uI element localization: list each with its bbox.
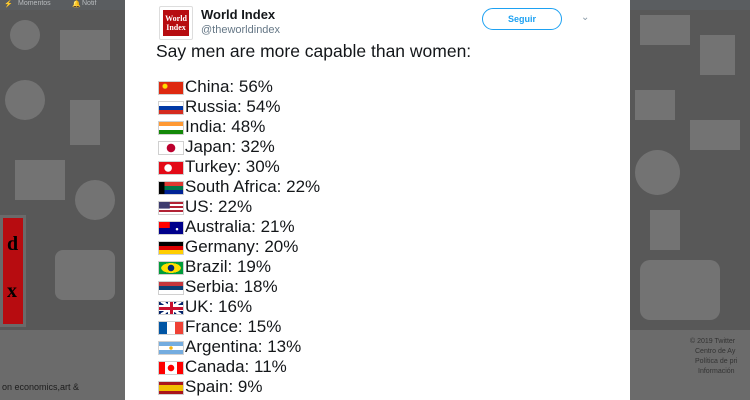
list-item: India: 48%	[158, 117, 598, 137]
list-item-label: Serbia: 18%	[185, 277, 278, 296]
envelope-icon	[640, 15, 690, 45]
list-item-label: Spain: 9%	[185, 377, 263, 396]
author-name[interactable]: World Index	[201, 7, 276, 22]
argentina-flag-icon	[158, 341, 184, 355]
background-profile-bio: on economics,art &	[0, 330, 125, 400]
us-flag-icon	[158, 201, 184, 215]
list-item-label: Germany: 20%	[185, 237, 299, 256]
list-item-label: China: 56%	[185, 77, 273, 96]
chat-bubble-icon	[5, 80, 45, 120]
bg-footer-help[interactable]: Centro de Ay	[695, 348, 736, 355]
author-handle[interactable]: @theworldindex	[201, 24, 281, 36]
list-item: Germany: 20%	[158, 237, 598, 257]
avatar[interactable]: World Index	[159, 6, 193, 40]
bg-nav-icon-bell: 🔔	[72, 1, 81, 8]
country-list: China: 56% Russia: 54% India: 48% Japan: 32…	[158, 77, 598, 397]
list-item: Serbia: 18%	[158, 277, 598, 297]
india-flag-icon	[158, 121, 184, 135]
arrows-icon	[15, 160, 65, 200]
cursor-icon	[650, 210, 680, 250]
list-item: Australia: 21%	[158, 217, 598, 237]
list-item: Canada: 11%	[158, 357, 598, 377]
bg-nav-item-notifications[interactable]: Notif	[82, 0, 97, 7]
france-flag-icon	[158, 321, 184, 335]
list-item-label: Japan: 32%	[185, 137, 275, 156]
background-logo: d x	[0, 215, 26, 327]
list-item-label: Canada: 11%	[185, 357, 287, 376]
background-pattern-right	[630, 10, 750, 330]
list-item-label: South Africa: 22%	[185, 177, 321, 196]
bg-nav-item-moments[interactable]: Momentos	[18, 0, 51, 7]
list-item-label: US: 22%	[185, 197, 253, 216]
follow-button[interactable]: Seguir	[482, 8, 562, 30]
envelope-icon	[60, 30, 110, 60]
list-item: China: 56%	[158, 77, 598, 97]
japan-flag-icon	[158, 141, 184, 155]
bg-bio-text: on economics,art &	[2, 382, 80, 392]
hand-icon	[55, 250, 115, 300]
tweet-card: World Index World Index @theworldindex S…	[125, 0, 630, 400]
list-item-label: Brazil: 19%	[185, 257, 271, 276]
bicycle-icon	[635, 150, 680, 195]
list-item: South Africa: 22%	[158, 177, 598, 197]
list-item: US: 22%	[158, 197, 598, 217]
list-item-label: UK: 16%	[185, 297, 253, 316]
list-item-label: India: 48%	[185, 117, 266, 136]
bg-footer-info[interactable]: Información	[698, 368, 735, 375]
list-item-label: France: 15%	[185, 317, 282, 336]
list-item-label: Argentina: 13%	[185, 337, 302, 356]
list-item: Turkey: 30%	[158, 157, 598, 177]
bg-footer-privacy[interactable]: Política de pri	[695, 358, 738, 365]
china-flag-icon	[158, 81, 184, 95]
bicycle-icon	[75, 180, 115, 220]
hand-pointer-icon	[70, 100, 100, 145]
chevron-down-icon[interactable]: ⌄	[581, 12, 590, 23]
list-item: Argentina: 13%	[158, 337, 598, 357]
paper-plane-icon	[690, 120, 740, 150]
paper-plane-icon	[635, 90, 675, 120]
faucet-icon	[700, 35, 735, 75]
avatar-logo: World Index	[163, 10, 189, 36]
list-item: Japan: 32%	[158, 137, 598, 157]
spain-flag-icon	[158, 381, 184, 395]
list-item: Spain: 9%	[158, 377, 598, 397]
list-item-label: Turkey: 30%	[185, 157, 280, 176]
germany-flag-icon	[158, 241, 184, 255]
bg-footer-copyright[interactable]: © 2019 Twitter	[690, 338, 736, 345]
serbia-flag-icon	[158, 281, 184, 295]
turkey-flag-icon	[158, 161, 184, 175]
gear-icon	[10, 20, 40, 50]
bg-nav-icon-home: ⚡	[4, 1, 13, 8]
russia-flag-icon	[158, 101, 184, 115]
south-africa-flag-icon	[158, 181, 184, 195]
list-item-label: Australia: 21%	[185, 217, 295, 236]
brazil-flag-icon	[158, 261, 184, 275]
uk-flag-icon	[158, 301, 184, 315]
canada-flag-icon	[158, 361, 184, 375]
list-item: France: 15%	[158, 317, 598, 337]
tweet-text: Say men are more capable than women:	[156, 41, 472, 61]
hand-icon	[640, 260, 720, 320]
list-item: UK: 16%	[158, 297, 598, 317]
list-item: Brazil: 19%	[158, 257, 598, 277]
list-item: Russia: 54%	[158, 97, 598, 117]
background-footer	[630, 330, 750, 400]
australia-flag-icon	[158, 221, 184, 235]
list-item-label: Russia: 54%	[185, 97, 281, 116]
